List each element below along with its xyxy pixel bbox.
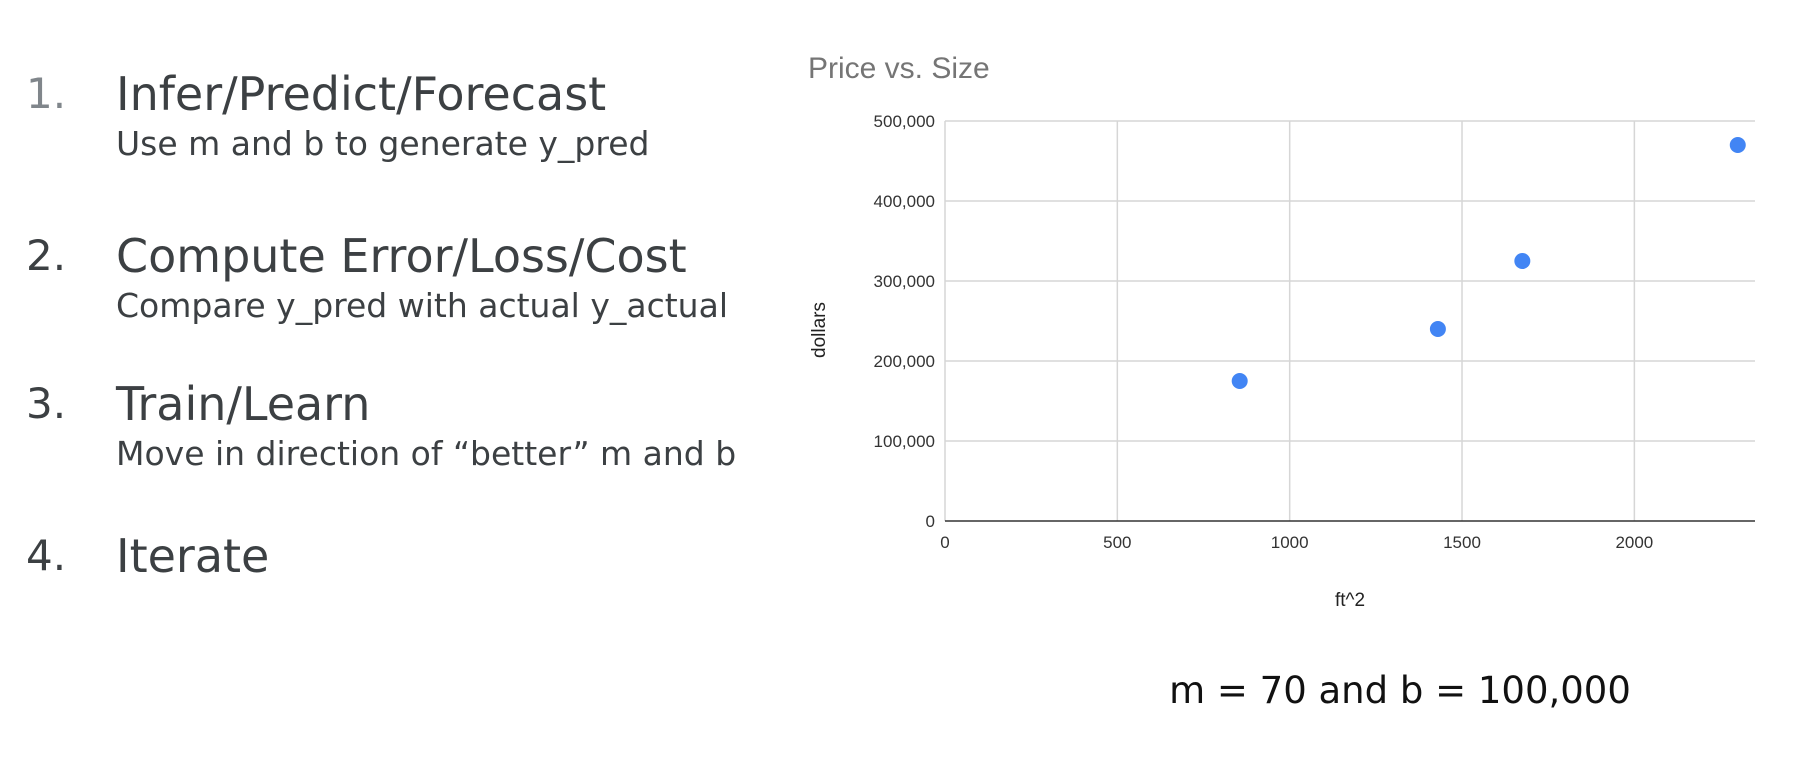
x-tick-label: 1000 — [1271, 533, 1309, 552]
data-point — [1231, 373, 1248, 389]
x-tick-label: 2000 — [1615, 533, 1653, 552]
x-tick-label: 0 — [940, 533, 949, 552]
steps-list: 1. Infer/Predict/Forecast Use m and b to… — [0, 0, 760, 758]
chart-points — [1231, 137, 1746, 389]
step-title: Compute Error/Loss/Cost — [116, 229, 687, 283]
y-tick-label: 0 — [926, 512, 935, 531]
x-tick-label: 500 — [1103, 533, 1131, 552]
price-vs-size-chart: 0 100,000 200,000 300,000 400,000 500,000 0 500… — [808, 52, 1755, 611]
step-subtitle: Move in direction of “better” m and b — [116, 434, 737, 473]
step-subtitle: Use m and b to generate y_pred — [116, 124, 650, 163]
data-point — [1729, 137, 1746, 153]
step-number: 3. — [26, 379, 67, 428]
y-tick-label: 100,000 — [874, 432, 935, 451]
data-point — [1429, 321, 1446, 337]
x-axis-label: ft^2 — [1335, 590, 1365, 611]
parameters-note: m = 70 and b = 100,000 — [1169, 669, 1631, 712]
y-tick-label: 300,000 — [874, 272, 935, 291]
x-tick-label: 1500 — [1443, 533, 1481, 552]
step-number: 4. — [26, 531, 67, 580]
chart-title: Price vs. Size — [808, 52, 990, 85]
y-tick-label: 400,000 — [874, 192, 935, 211]
chart-grid — [944, 120, 1755, 521]
step-title: Iterate — [116, 529, 270, 583]
step-title: Train/Learn — [116, 377, 371, 431]
y-axis-label: dollars — [809, 302, 830, 358]
data-point — [1514, 253, 1531, 269]
step-subtitle: Compare y_pred with actual y_actual — [116, 286, 728, 325]
y-tick-label: 500,000 — [874, 112, 935, 131]
step-number: 1. — [26, 69, 67, 118]
step-title: Infer/Predict/Forecast — [116, 67, 607, 121]
step-number: 2. — [26, 231, 67, 280]
chart-axes: 0 100,000 200,000 300,000 400,000 500,000 0 500… — [874, 112, 1755, 552]
y-tick-label: 200,000 — [874, 352, 935, 371]
